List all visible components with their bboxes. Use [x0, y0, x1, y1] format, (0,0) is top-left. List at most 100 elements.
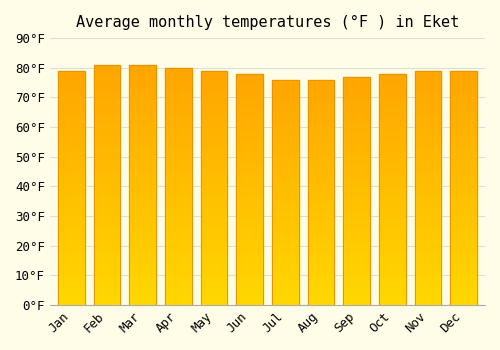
Bar: [165, 130, 192, 134]
Bar: [308, 161, 334, 165]
Bar: [94, 295, 120, 300]
Bar: [129, 166, 156, 170]
Bar: [450, 225, 477, 230]
Bar: [379, 189, 406, 194]
Bar: [129, 89, 156, 94]
Bar: [450, 188, 477, 193]
Bar: [379, 175, 406, 180]
Bar: [58, 169, 84, 174]
Bar: [129, 228, 156, 233]
Bar: [200, 239, 228, 244]
Bar: [200, 90, 228, 94]
Bar: [272, 233, 298, 237]
Bar: [379, 268, 406, 273]
Bar: [450, 206, 477, 211]
Bar: [236, 259, 263, 264]
Bar: [236, 185, 263, 189]
Bar: [236, 148, 263, 152]
Bar: [450, 211, 477, 216]
Bar: [94, 65, 120, 70]
Bar: [343, 296, 370, 300]
Bar: [450, 244, 477, 249]
Bar: [200, 263, 228, 267]
Bar: [450, 164, 477, 169]
Bar: [165, 229, 192, 234]
Bar: [200, 146, 228, 150]
Bar: [165, 96, 192, 101]
Bar: [58, 174, 84, 178]
Bar: [165, 267, 192, 272]
Bar: [165, 167, 192, 172]
Bar: [165, 144, 192, 148]
Bar: [450, 230, 477, 235]
Bar: [450, 193, 477, 197]
Bar: [236, 212, 263, 217]
Bar: [343, 77, 370, 81]
Bar: [414, 258, 442, 263]
Bar: [450, 253, 477, 258]
Bar: [58, 104, 84, 108]
Bar: [379, 208, 406, 212]
Bar: [129, 161, 156, 166]
Bar: [200, 202, 228, 206]
Bar: [58, 249, 84, 253]
Bar: [165, 205, 192, 210]
Bar: [379, 74, 406, 305]
Bar: [94, 286, 120, 290]
Bar: [414, 267, 442, 272]
Bar: [414, 197, 442, 202]
Bar: [379, 212, 406, 217]
Bar: [94, 180, 120, 185]
Bar: [379, 74, 406, 78]
Bar: [379, 236, 406, 240]
Bar: [308, 129, 334, 134]
Bar: [272, 89, 298, 93]
Bar: [379, 106, 406, 111]
Bar: [272, 242, 298, 246]
Bar: [58, 136, 84, 141]
Bar: [379, 222, 406, 226]
Bar: [58, 155, 84, 160]
Bar: [58, 71, 84, 305]
Bar: [200, 277, 228, 282]
Bar: [308, 80, 334, 305]
Bar: [94, 75, 120, 79]
Bar: [129, 233, 156, 238]
Bar: [236, 106, 263, 111]
Bar: [308, 152, 334, 156]
Bar: [272, 265, 298, 269]
Bar: [236, 217, 263, 222]
Bar: [129, 170, 156, 175]
Bar: [165, 120, 192, 125]
Bar: [414, 263, 442, 267]
Bar: [165, 258, 192, 262]
Bar: [94, 243, 120, 247]
Bar: [414, 230, 442, 235]
Bar: [379, 240, 406, 245]
Bar: [200, 258, 228, 263]
Bar: [308, 165, 334, 170]
Bar: [308, 93, 334, 98]
Bar: [272, 102, 298, 107]
Bar: [379, 157, 406, 162]
Bar: [343, 268, 370, 273]
Bar: [129, 93, 156, 98]
Bar: [236, 231, 263, 236]
Bar: [165, 234, 192, 239]
Bar: [129, 243, 156, 247]
Bar: [379, 171, 406, 175]
Bar: [165, 115, 192, 120]
Bar: [94, 281, 120, 286]
Bar: [272, 179, 298, 183]
Bar: [129, 98, 156, 103]
Bar: [165, 191, 192, 196]
Bar: [450, 202, 477, 206]
Bar: [200, 75, 228, 80]
Bar: [236, 240, 263, 245]
Bar: [200, 132, 228, 136]
Bar: [343, 246, 370, 250]
Bar: [308, 174, 334, 179]
Bar: [308, 102, 334, 107]
Bar: [58, 296, 84, 300]
Bar: [236, 111, 263, 116]
